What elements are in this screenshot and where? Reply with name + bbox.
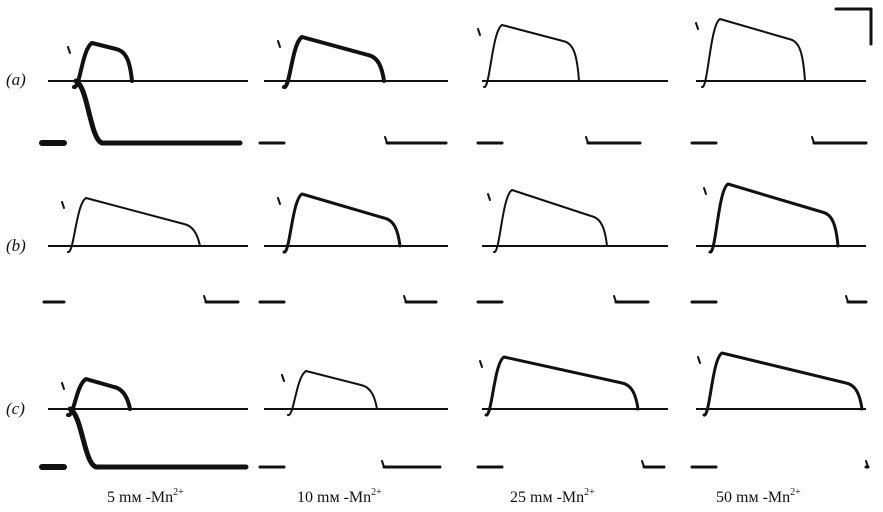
stimulus-artefact [281, 374, 285, 382]
column-label-25mm: 25 mм -Mn2+ [510, 487, 595, 506]
column-label-50mm: 50 mм -Mn2+ [716, 487, 801, 506]
stimulus-artefact [695, 22, 699, 30]
voltage-trace [484, 355, 640, 417]
stimulus-artefact [479, 360, 483, 368]
voltage-trace [702, 351, 864, 417]
current-trace [73, 78, 243, 146]
row-label-c: (c) [6, 399, 25, 418]
stimulus-artefact [477, 28, 481, 36]
stimulus-artefact [697, 356, 701, 364]
column-label-10mm: 10 mм -Mn2+ [297, 487, 382, 506]
voltage-trace [67, 197, 201, 254]
stimulus-artefact [703, 187, 707, 195]
stimulus-artefact [487, 193, 491, 201]
stimulus-artefact [61, 382, 65, 390]
row-label-a: (a) [6, 70, 26, 89]
stimulus-artefact [277, 197, 281, 205]
voltage-trace [282, 192, 402, 254]
voltage-trace [701, 18, 806, 89]
stimulus-artefact [61, 201, 65, 209]
voltage-trace [287, 370, 378, 417]
row-label-b: (b) [6, 236, 26, 255]
current-trace [67, 406, 249, 470]
stimulus-artefact [67, 46, 71, 54]
voltage-trace [282, 35, 386, 90]
voltage-trace [72, 41, 134, 90]
stimulus-artefact [277, 40, 281, 48]
voltage-trace [483, 24, 580, 89]
column-label-5mm: 5 mм -Mn2+ [107, 487, 184, 506]
voltage-trace [493, 189, 608, 254]
calibration-bar [834, 7, 873, 46]
trace-panels [39, 18, 870, 470]
voltage-trace [708, 182, 840, 254]
